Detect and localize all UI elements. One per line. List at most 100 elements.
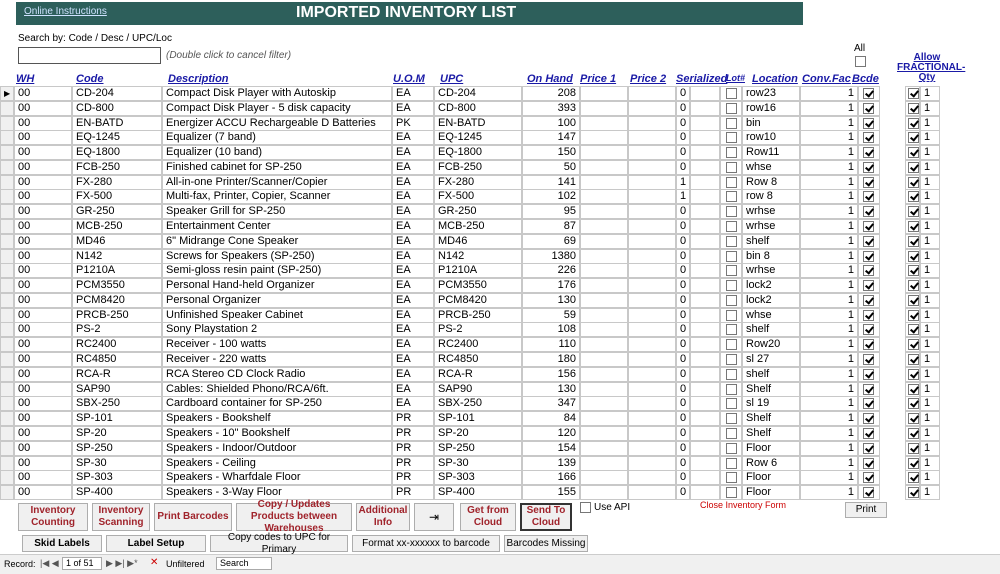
barcode-checkbox[interactable] <box>863 294 874 306</box>
barcode-checkbox[interactable] <box>863 413 874 425</box>
fractional-checkbox[interactable] <box>908 383 919 395</box>
lot-checkbox[interactable] <box>726 191 737 203</box>
lot-checkbox[interactable] <box>726 368 737 380</box>
online-instructions-link[interactable]: Online Instructions <box>24 6 107 17</box>
barcode-checkbox[interactable] <box>863 147 874 159</box>
barcode-checkbox[interactable] <box>863 442 874 454</box>
fractional-checkbox[interactable] <box>908 161 919 173</box>
fractional-checkbox[interactable] <box>908 309 919 321</box>
fractional-checkbox[interactable] <box>908 324 919 336</box>
fractional-checkbox[interactable] <box>908 221 919 233</box>
record-selector[interactable] <box>0 189 14 205</box>
record-selector[interactable] <box>0 411 14 427</box>
barcode-checkbox[interactable] <box>863 280 874 292</box>
lot-checkbox[interactable] <box>726 102 737 114</box>
fractional-checkbox[interactable] <box>908 88 919 99</box>
record-selector[interactable] <box>0 233 14 249</box>
record-selector[interactable] <box>0 307 14 323</box>
fractional-checkbox[interactable] <box>908 191 919 203</box>
utility-button[interactable]: Copy codes to UPC for Primary <box>210 532 348 555</box>
barcode-checkbox[interactable] <box>863 235 874 247</box>
barcode-checkbox[interactable] <box>863 102 874 114</box>
search-input[interactable] <box>18 47 161 64</box>
lot-checkbox[interactable] <box>726 117 737 129</box>
record-selector[interactable] <box>0 278 14 294</box>
barcode-checkbox[interactable] <box>863 472 874 484</box>
lot-checkbox[interactable] <box>726 88 737 99</box>
record-selector[interactable] <box>0 130 14 146</box>
fractional-checkbox[interactable] <box>908 250 919 262</box>
lot-checkbox[interactable] <box>726 176 737 188</box>
record-selector[interactable] <box>0 145 14 161</box>
barcode-checkbox[interactable] <box>863 250 874 262</box>
lot-checkbox[interactable] <box>726 427 737 439</box>
fractional-checkbox[interactable] <box>908 176 919 188</box>
utility-button[interactable]: Label Setup <box>106 535 206 552</box>
print-button[interactable]: Print <box>845 502 887 518</box>
barcode-checkbox[interactable] <box>863 354 874 366</box>
barcode-checkbox[interactable] <box>863 176 874 188</box>
all-checkbox[interactable] <box>855 56 866 67</box>
status-search[interactable]: Search <box>216 557 272 570</box>
fractional-checkbox[interactable] <box>908 294 919 306</box>
fractional-checkbox[interactable] <box>908 147 919 159</box>
record-selector[interactable] <box>0 100 14 116</box>
use-api-checkbox[interactable] <box>580 502 591 513</box>
record-selector[interactable] <box>0 337 14 353</box>
action-button[interactable]: Get from Cloud <box>460 503 516 531</box>
fractional-checkbox[interactable] <box>908 339 919 351</box>
barcode-checkbox[interactable] <box>863 88 874 99</box>
lot-checkbox[interactable] <box>726 442 737 454</box>
record-selector[interactable] <box>0 352 14 368</box>
lot-checkbox[interactable] <box>726 280 737 292</box>
record-selector[interactable] <box>0 115 14 131</box>
lot-checkbox[interactable] <box>726 235 737 247</box>
fractional-checkbox[interactable] <box>908 398 919 410</box>
barcode-checkbox[interactable] <box>863 339 874 351</box>
barcode-checkbox[interactable] <box>863 206 874 218</box>
fractional-checkbox[interactable] <box>908 413 919 425</box>
fractional-checkbox[interactable] <box>908 368 919 380</box>
lot-checkbox[interactable] <box>726 398 737 410</box>
fractional-checkbox[interactable] <box>908 427 919 439</box>
fractional-checkbox[interactable] <box>908 442 919 454</box>
nav-first[interactable]: |◀ ◀ <box>40 558 59 568</box>
fractional-checkbox[interactable] <box>908 280 919 292</box>
fractional-checkbox[interactable] <box>908 117 919 129</box>
record-selector[interactable]: ▶ <box>0 86 14 101</box>
fractional-checkbox[interactable] <box>908 354 919 366</box>
lot-checkbox[interactable] <box>726 487 737 499</box>
lot-checkbox[interactable] <box>726 354 737 366</box>
barcode-checkbox[interactable] <box>863 309 874 321</box>
lot-checkbox[interactable] <box>726 250 737 262</box>
barcode-checkbox[interactable] <box>863 383 874 395</box>
barcode-checkbox[interactable] <box>863 368 874 380</box>
lot-checkbox[interactable] <box>726 294 737 306</box>
record-selector[interactable] <box>0 470 14 486</box>
barcode-checkbox[interactable] <box>863 487 874 499</box>
record-selector[interactable] <box>0 455 14 471</box>
record-selector[interactable] <box>0 425 14 441</box>
barcode-checkbox[interactable] <box>863 161 874 173</box>
action-button[interactable]: Print Barcodes <box>154 503 232 531</box>
action-button[interactable]: Inventory Counting <box>18 503 88 531</box>
barcode-checkbox[interactable] <box>863 427 874 439</box>
close-form-link[interactable]: Close Inventory Form <box>700 500 787 510</box>
lot-checkbox[interactable] <box>726 339 737 351</box>
action-button[interactable]: Additional Info <box>356 503 410 531</box>
barcode-checkbox[interactable] <box>863 324 874 336</box>
exit-icon-button[interactable]: ⇥ <box>414 503 454 531</box>
barcode-checkbox[interactable] <box>863 398 874 410</box>
lot-checkbox[interactable] <box>726 309 737 321</box>
nav-next[interactable]: ▶ ▶| ▶* <box>106 558 138 568</box>
lot-checkbox[interactable] <box>726 161 737 173</box>
barcode-checkbox[interactable] <box>863 191 874 203</box>
barcode-checkbox[interactable] <box>863 117 874 129</box>
record-selector[interactable] <box>0 159 14 175</box>
record-selector[interactable] <box>0 174 14 190</box>
record-selector[interactable] <box>0 263 14 279</box>
fractional-checkbox[interactable] <box>908 472 919 484</box>
fractional-checkbox[interactable] <box>908 206 919 218</box>
record-selector[interactable] <box>0 204 14 220</box>
fractional-checkbox[interactable] <box>908 457 919 469</box>
